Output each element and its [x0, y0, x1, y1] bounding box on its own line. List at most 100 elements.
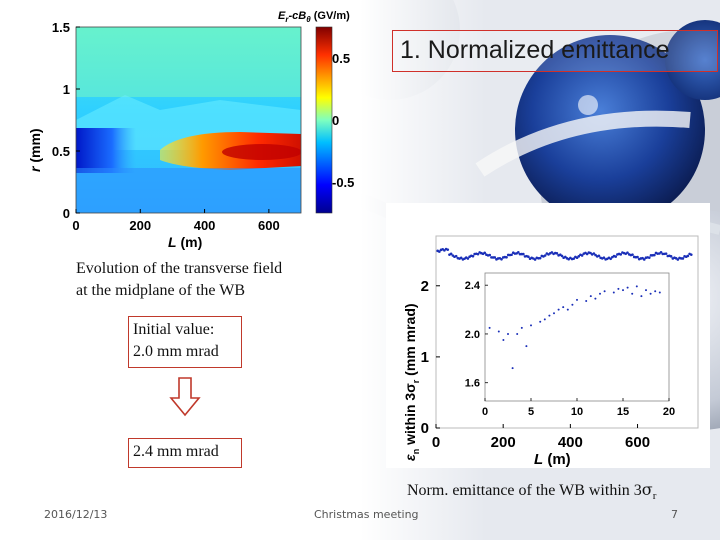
emittance-point [664, 252, 668, 256]
emittance-point [550, 251, 554, 254]
heatmap-xtick-label: 600 [258, 218, 280, 233]
inset-point [539, 320, 542, 323]
inset-point [599, 292, 601, 295]
emittance-point [459, 256, 463, 260]
emittance-point [631, 253, 634, 256]
heatmap-xtick-label: 400 [194, 218, 216, 233]
emittance-ytick-label: 1 [421, 349, 429, 366]
inset-point [488, 326, 491, 329]
heatmap-ytick-label: 0 [63, 206, 70, 221]
emittance-point [510, 253, 513, 257]
inset-point [562, 306, 565, 309]
footer-title: Christmas meeting [314, 508, 419, 521]
emittance-point [647, 256, 651, 259]
inset-xtick-label: 15 [617, 406, 629, 418]
inset-point [548, 314, 551, 317]
emittance-point [681, 257, 685, 260]
emittance-point [602, 256, 606, 259]
emittance-point [560, 254, 564, 258]
emittance-xtick-label: 600 [625, 434, 650, 451]
heatmap-ytick-label: 1 [63, 82, 70, 97]
emittance-point [516, 251, 520, 254]
emittance-point [626, 251, 629, 254]
emittance-point [500, 257, 503, 261]
emittance-point [580, 254, 584, 257]
inset-point [497, 330, 500, 333]
inset-point [640, 295, 643, 298]
inset-point [520, 326, 523, 329]
emittance-point [686, 254, 690, 258]
emittance-point [538, 256, 542, 260]
heatmap-xlabel: L (m) [168, 234, 202, 250]
emittance-point [689, 253, 693, 256]
emittance-ytick-label: 2 [421, 278, 429, 295]
emittance-point [592, 252, 596, 255]
inset-point [566, 308, 569, 311]
emittance-point [577, 255, 581, 258]
emittance-point [522, 252, 525, 256]
emittance-point [585, 252, 589, 256]
inset-point [571, 303, 574, 306]
inset-ytick-label: 1.6 [465, 378, 480, 390]
emittance-point [659, 250, 663, 254]
inset-point [553, 312, 555, 315]
inset-point [617, 287, 620, 290]
emittance-xtick-label: 0 [432, 434, 440, 451]
emittance-point [449, 252, 453, 256]
inset-point [530, 324, 532, 327]
emittance-xlabel: L (m) [534, 451, 571, 468]
colorbar-tick-label: 0.5 [332, 51, 350, 66]
initial-value-label: Initial value: [133, 321, 215, 338]
heatmap-caption: Evolution of the transverse field at the… [76, 258, 282, 302]
colorbar-title: Er-cBθ (GV/m) [278, 10, 350, 24]
inset-point [589, 295, 592, 298]
inset-point [543, 318, 546, 321]
inset-point [516, 332, 519, 335]
inset-point [649, 292, 652, 295]
inset-ytick-label: 2.4 [465, 280, 481, 292]
inset-xtick-label: 20 [663, 406, 675, 418]
inset-point [507, 332, 509, 335]
heatmap-ylabel: r (mm) [27, 128, 43, 172]
emittance-point [476, 252, 480, 256]
emittance-point [454, 254, 458, 258]
inset-xtick-label: 5 [528, 406, 534, 418]
inset-point [654, 290, 657, 293]
emittance-ylabel: εn within 3σr (mm mrad) [402, 303, 421, 461]
emittance-point [676, 258, 680, 261]
inset-point [525, 345, 528, 348]
title-box [392, 30, 718, 72]
emittance-ytick-label: 0 [421, 420, 429, 437]
emittance-point [543, 254, 547, 257]
emittance-point [446, 248, 450, 251]
inset-point [631, 292, 634, 295]
inset-point [557, 308, 560, 311]
emittance-point [488, 253, 492, 257]
heatmap-ytick-label: 1.5 [52, 20, 70, 35]
inset-point [622, 289, 624, 292]
down-arrow-icon [169, 377, 201, 417]
emittance-point [619, 253, 623, 256]
emittance-point [493, 256, 497, 259]
heatmap-xtick-label: 200 [129, 218, 151, 233]
emittance-point [642, 258, 646, 261]
emittance-point [572, 257, 576, 260]
initial-value-number: 2.0 mm mrad [133, 343, 219, 360]
footer-date: 2016/12/13 [44, 508, 108, 521]
emittance-point [438, 250, 441, 253]
inset-point [658, 291, 661, 294]
emittance-point [614, 255, 618, 258]
inset-point [585, 300, 588, 303]
emittance-point [466, 257, 470, 260]
heatmap-chart: 0 200 400 600 0 0.5 1 1.5 0.5 0 -0.5 Er-cBθ (GV/m)… [27, 10, 354, 250]
emittance-point [505, 255, 508, 259]
final-value-box: 2.4 mm mrad [128, 438, 242, 468]
inset-point [502, 339, 505, 342]
inset-point [603, 290, 606, 293]
emittance-point [533, 258, 537, 261]
emittance-point [636, 255, 639, 259]
colorbar-tick-label: -0.5 [332, 175, 354, 190]
inset-ytick-label: 2.0 [465, 329, 480, 341]
heatmap-caption-line2: at the midplane of the WB [76, 282, 245, 299]
